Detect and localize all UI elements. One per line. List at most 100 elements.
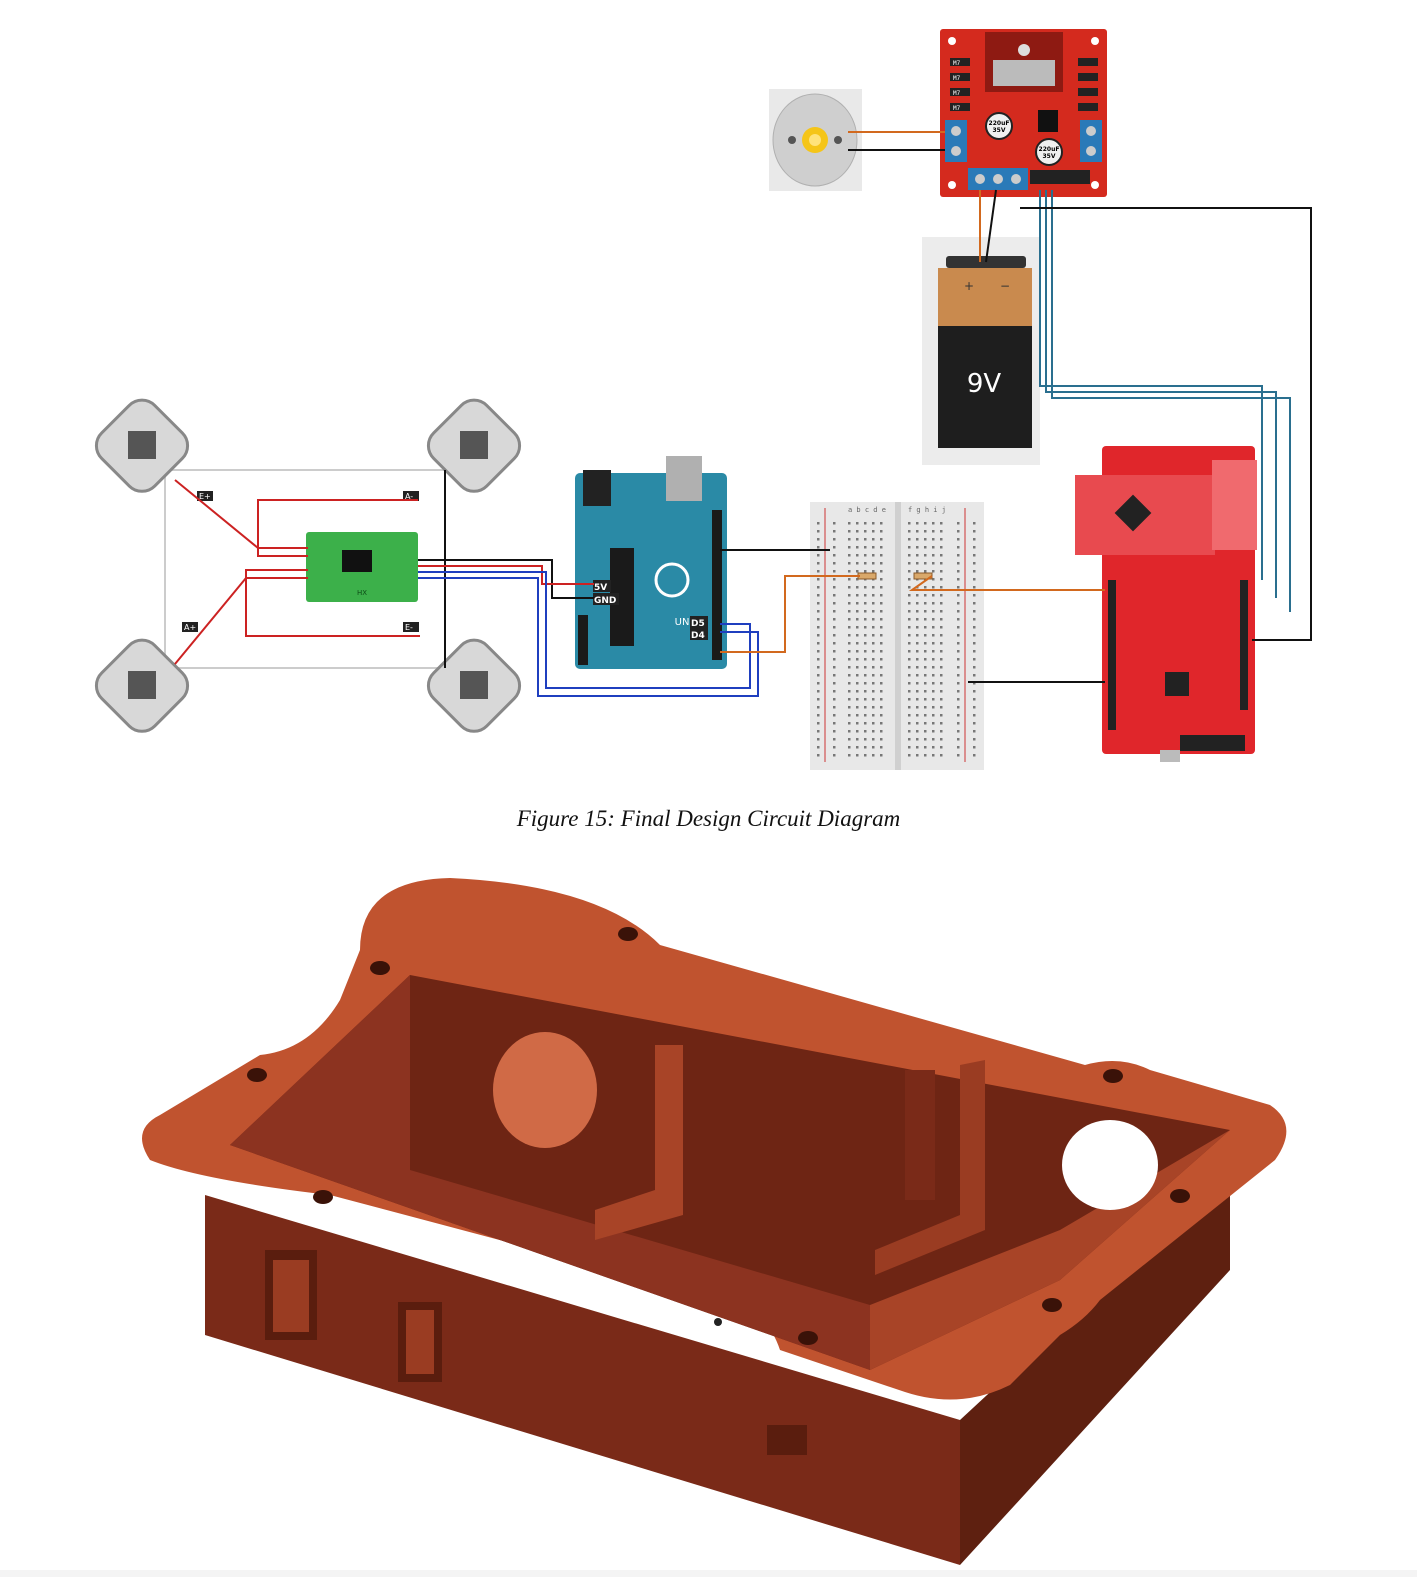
breadboard-hole — [856, 586, 859, 589]
breadboard-hole — [908, 626, 911, 629]
breadboard-hole — [848, 666, 851, 669]
breadboard-rail-hole — [833, 698, 836, 701]
breadboard-hole — [940, 626, 943, 629]
enclosure-render — [0, 878, 1417, 1577]
breadboard-hole — [924, 594, 927, 597]
breadboard-hole — [848, 554, 851, 557]
arduino-5v-label: 5V — [594, 583, 607, 593]
breadboard-hole — [880, 650, 883, 653]
breadboard-hole — [872, 546, 875, 549]
breadboard-rail-hole — [957, 666, 960, 669]
enclosure-divider — [595, 1045, 683, 1240]
capacitor-label: 220uF 35V — [989, 120, 1010, 134]
breadboard-hole — [848, 698, 851, 701]
breadboard-hole — [940, 634, 943, 637]
breadboard-rail-hole — [817, 714, 820, 717]
breadboard-hole — [924, 738, 927, 741]
breadboard-hole — [872, 682, 875, 685]
breadboard-rail-hole — [833, 522, 836, 525]
breadboard-hole — [924, 674, 927, 677]
breadboard-rail-hole — [833, 714, 836, 717]
breadboard-hole — [916, 674, 919, 677]
breadboard-hole — [872, 706, 875, 709]
breadboard-hole — [908, 666, 911, 669]
breadboard-rail-hole — [817, 538, 820, 541]
breadboard-hole — [932, 530, 935, 533]
breadboard-hole — [856, 562, 859, 565]
breadboard-hole — [932, 602, 935, 605]
breadboard-rail-hole — [957, 522, 960, 525]
breadboard-rail-hole — [973, 586, 976, 589]
breadboard-hole — [880, 698, 883, 701]
breadboard-rail-hole — [817, 594, 820, 597]
breadboard-rail-hole — [817, 706, 820, 709]
breadboard-hole — [872, 746, 875, 749]
breadboard-hole — [848, 586, 851, 589]
breadboard-rail-hole — [833, 562, 836, 565]
breadboard-hole — [872, 538, 875, 541]
breadboard-rail-hole — [833, 706, 836, 709]
breadboard-rail-hole — [973, 674, 976, 677]
breadboard-hole — [908, 570, 911, 573]
breadboard-hole — [924, 538, 927, 541]
breadboard-hole — [932, 626, 935, 629]
breadboard-rail-hole — [957, 554, 960, 557]
breadboard-rail-hole — [817, 610, 820, 613]
hx711-label: HX — [357, 589, 367, 597]
breadboard-hole — [880, 690, 883, 693]
breadboard-hole — [916, 642, 919, 645]
breadboard-rail-hole — [957, 746, 960, 749]
driver-pin-label: M7 — [953, 90, 961, 97]
breadboard-hole — [872, 698, 875, 701]
breadboard-rail-hole — [973, 658, 976, 661]
breadboard-rail-hole — [957, 754, 960, 757]
breadboard-hole — [940, 706, 943, 709]
battery-9v: + − 9V — [922, 237, 1040, 465]
breadboard-hole — [940, 666, 943, 669]
breadboard-rail-hole — [817, 570, 820, 573]
capacitor: 220uF 35V — [1035, 138, 1063, 166]
breadboard-hole — [924, 610, 927, 613]
breadboard-hole — [864, 738, 867, 741]
breadboard-rail-hole — [957, 698, 960, 701]
breadboard-rail-hole — [957, 586, 960, 589]
breadboard-rail-hole — [957, 730, 960, 733]
breadboard-hole — [924, 522, 927, 525]
breadboard-hole — [940, 578, 943, 581]
breadboard-hole — [932, 650, 935, 653]
breadboard-hole — [940, 586, 943, 589]
breadboard-hole — [848, 746, 851, 749]
breadboard-hole — [872, 722, 875, 725]
breadboard-rail-hole — [817, 530, 820, 533]
breadboard-hole — [848, 674, 851, 677]
breadboard-rail-hole — [817, 746, 820, 749]
breadboard-hole — [940, 554, 943, 557]
breadboard-hole — [924, 530, 927, 533]
breadboard-hole — [880, 634, 883, 637]
breadboard-hole — [908, 530, 911, 533]
breadboard-hole — [932, 538, 935, 541]
breadboard-hole — [872, 570, 875, 573]
dc-motor — [769, 89, 862, 191]
breadboard-rail-hole — [833, 554, 836, 557]
breadboard-hole — [848, 658, 851, 661]
breadboard-rail-hole — [957, 690, 960, 693]
breadboard-hole — [916, 634, 919, 637]
breadboard-hole — [864, 634, 867, 637]
breadboard-hole — [872, 618, 875, 621]
breadboard: a b c d e f g h i j — [810, 502, 984, 770]
breadboard-hole — [864, 554, 867, 557]
breadboard-hole — [940, 642, 943, 645]
breadboard-hole — [872, 754, 875, 757]
breadboard-rail-hole — [973, 618, 976, 621]
breadboard-hole — [932, 578, 935, 581]
breadboard-rail-hole — [817, 634, 820, 637]
breadboard-hole — [848, 594, 851, 597]
breadboard-hole — [864, 650, 867, 653]
breadboard-hole — [924, 666, 927, 669]
load-cell — [426, 638, 522, 733]
breadboard-rail-hole — [833, 650, 836, 653]
breadboard-rail-hole — [973, 626, 976, 629]
breadboard-hole — [908, 690, 911, 693]
